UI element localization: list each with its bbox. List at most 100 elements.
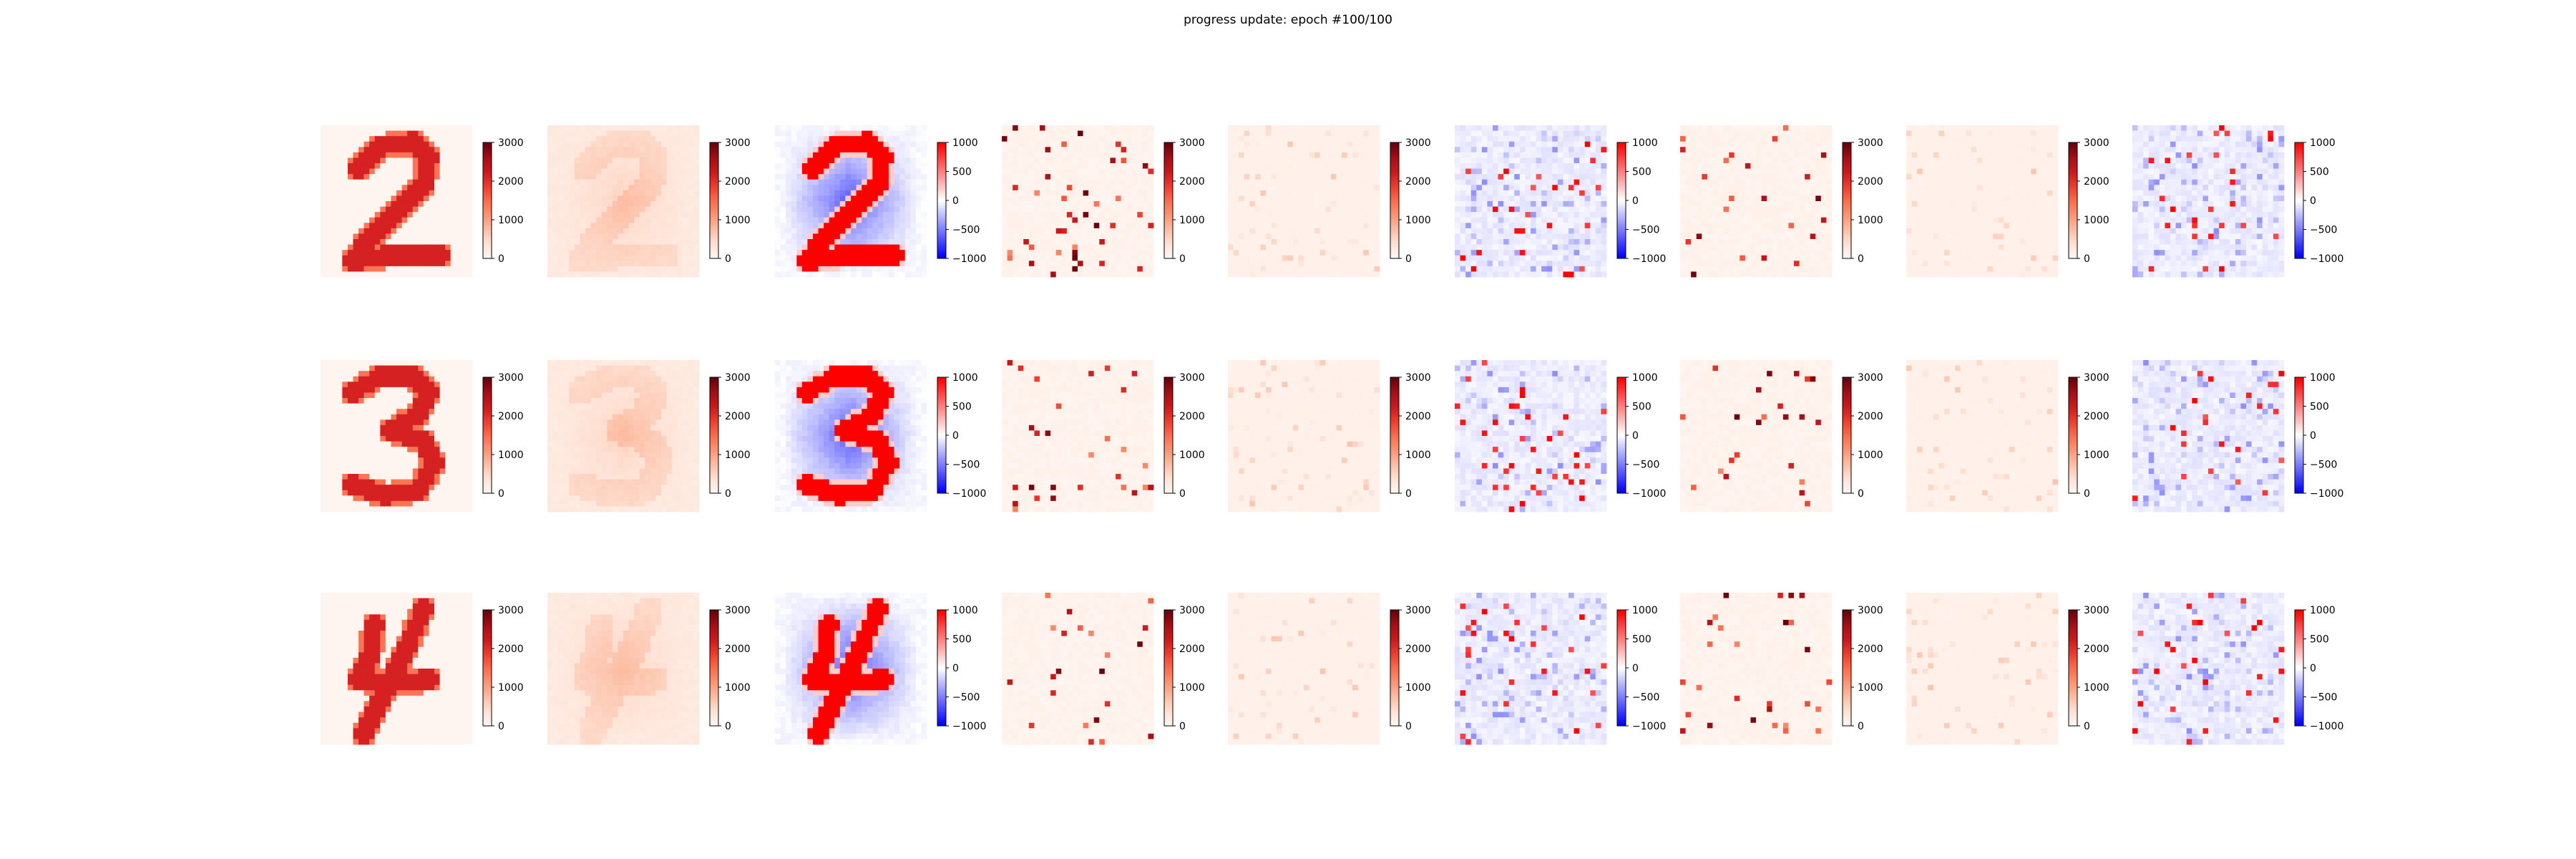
colorbar-tick-label: 1000 [498,215,524,226]
colorbar-tick-label: 0 [1179,253,1186,265]
colorbar-tick-label: −1000 [1632,721,1666,732]
heatmap-panel-r1-c1: 0 1000 2000 3000 [321,125,524,278]
colorbar-tick-label: 0 [1179,488,1186,500]
heatmap-panel-r1-c9: −1000 −500 0 500 1000 [2132,125,2343,278]
colorbar-r2-c4: 0 1000 2000 3000 [1163,372,1205,500]
colorbar-tick-label: 3000 [725,137,751,149]
colorbar-tick-label: 1000 [1632,605,1658,616]
colorbar-r2-c1: 0 1000 2000 3000 [482,372,524,500]
colorbar-tick-label: 2000 [1179,176,1205,188]
colorbar-tick-label: −500 [2310,225,2337,236]
colorbar-tick-label: 2000 [2084,176,2109,188]
colorbar-r1-c8: 0 1000 2000 3000 [2068,137,2109,265]
colorbar-tick-label: 500 [1632,167,1652,178]
colorbar-tick-label: 500 [952,634,972,646]
colorbar-tick-label: 1000 [498,450,524,461]
colorbar-tick-label: 0 [1632,430,1639,442]
heatmap-panel-r3-c4: 0 1000 2000 3000 [1002,593,1205,745]
colorbar-r1-c6: −1000 −500 0 500 1000 [1616,137,1666,265]
colorbar-tick-label: 1000 [2310,137,2336,149]
colorbar-tick-label: 500 [1632,402,1652,413]
colorbar-tick-label: 3000 [725,372,751,384]
colorbar-tick-label: 2000 [1179,644,1205,655]
colorbar-tick-label: 2000 [2084,644,2109,655]
heatmap-panel-r2-c7: 0 1000 2000 3000 [1680,360,1883,513]
colorbar-tick-label: 3000 [1405,372,1431,384]
colorbar-tick-label: 3000 [725,605,751,616]
heatmap-panel-r2-c2: 0 1000 2000 3000 [547,360,751,513]
colorbar-tick-label: 3000 [1858,372,1883,384]
colorbar-r1-c5: 0 1000 2000 3000 [1390,137,1431,265]
colorbar-tick-label: 1000 [725,682,751,694]
colorbar-tick-label: 3000 [2084,137,2109,149]
colorbar-tick-label: 0 [498,721,504,732]
colorbar-tick-label: 0 [498,488,504,500]
colorbar-tick-label: −500 [952,225,980,236]
colorbar-tick-label: 1000 [1179,215,1205,226]
colorbar-tick-label: 0 [2310,195,2316,207]
colorbar-tick-label: 500 [1632,634,1652,646]
colorbar-tick-label: 1000 [1858,215,1883,226]
colorbar-tick-label: −1000 [952,488,986,500]
colorbar-r2-c2: 0 1000 2000 3000 [709,372,751,500]
colorbar-tick-label: −500 [1632,225,1659,236]
colorbar-tick-label: 2000 [2084,411,2109,422]
colorbar-tick-label: 2000 [498,176,524,188]
colorbar-tick-label: 1000 [952,137,978,149]
colorbar-tick-label: 1000 [1858,682,1883,694]
colorbar-tick-label: −500 [1632,692,1659,704]
colorbar-tick-label: 1000 [2084,450,2109,461]
colorbar-tick-label: 0 [2310,430,2316,442]
colorbar-tick-label: 1000 [1179,682,1205,694]
colorbar-tick-label: 0 [1405,253,1412,265]
colorbar-tick-label: 2000 [1858,644,1883,655]
colorbar-tick-label: 1000 [952,372,978,384]
colorbar-tick-label: 3000 [1179,372,1205,384]
colorbar-tick-label: 2000 [1858,176,1883,188]
colorbar-tick-label: 1000 [2084,682,2109,694]
colorbar-tick-label: 0 [1632,663,1639,674]
colorbar-tick-label: 0 [725,488,731,500]
colorbar-tick-label: 0 [1858,488,1864,500]
colorbar-r1-c2: 0 1000 2000 3000 [709,137,751,265]
colorbar-tick-label: 3000 [1858,605,1883,616]
colorbar-tick-label: 0 [2084,721,2090,732]
colorbar-tick-label: 0 [725,721,731,732]
colorbar-tick-label: −1000 [2310,721,2343,732]
colorbar-tick-label: 0 [952,663,959,674]
colorbar-r2-c7: 0 1000 2000 3000 [1842,372,1883,500]
colorbar-tick-label: −1000 [1632,253,1666,265]
colorbar-tick-label: 1000 [2084,215,2109,226]
colorbar-r1-c1: 0 1000 2000 3000 [482,137,524,265]
colorbar-tick-label: 500 [2310,634,2329,646]
colorbar-r3-c3: −1000 −500 0 500 1000 [937,605,986,732]
colorbar-tick-label: 0 [1405,721,1412,732]
colorbar-r3-c2: 0 1000 2000 3000 [709,605,751,732]
heatmap-panel-r2-c5: 0 1000 2000 3000 [1228,360,1431,513]
colorbar-r1-c9: −1000 −500 0 500 1000 [2294,137,2343,265]
heatmap-panel-r1-c6: −1000 −500 0 500 1000 [1455,125,1666,278]
colorbar-tick-label: 1000 [1858,450,1883,461]
colorbar-tick-label: 1000 [2310,605,2336,616]
colorbar-tick-label: −1000 [1632,488,1666,500]
colorbar-tick-label: −500 [1632,460,1659,471]
colorbar-r3-c8: 0 1000 2000 3000 [2068,605,2109,732]
colorbar-tick-label: 3000 [1405,137,1431,149]
heatmap-panel-r3-c3: −1000 −500 0 500 1000 [775,593,986,745]
colorbar-r2-c6: −1000 −500 0 500 1000 [1616,372,1666,500]
colorbar-tick-label: 1000 [498,682,524,694]
heatmap-panel-r2-c1: 0 1000 2000 3000 [321,360,524,513]
colorbar-tick-label: 1000 [2310,372,2336,384]
heatmap-panel-r2-c9: −1000 −500 0 500 1000 [2132,360,2343,513]
colorbar-tick-label: 3000 [1179,605,1205,616]
colorbar-tick-label: 3000 [2084,605,2109,616]
colorbar-r2-c9: −1000 −500 0 500 1000 [2294,372,2343,500]
colorbar-tick-label: 2000 [1405,644,1431,655]
colorbar-tick-label: 2000 [725,411,751,422]
colorbar-tick-label: 0 [2310,663,2316,674]
colorbar-tick-label: 0 [498,253,504,265]
colorbar-tick-label: 3000 [498,372,524,384]
colorbar-tick-label: 2000 [725,176,751,188]
heatmap-panel-r2-c6: −1000 −500 0 500 1000 [1455,360,1666,513]
colorbar-tick-label: 0 [1858,253,1864,265]
